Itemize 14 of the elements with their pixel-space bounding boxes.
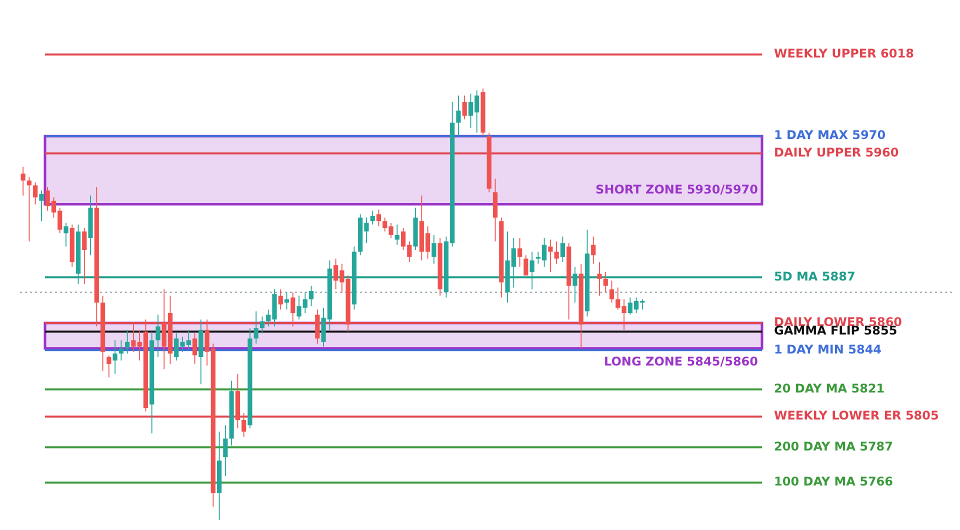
ref-line-label: 20 DAY MA 5821 bbox=[774, 382, 885, 396]
ref-line-label: WEEKLY LOWER ER 5805 bbox=[774, 408, 939, 423]
band-label: SHORT ZONE 5930/5970 bbox=[596, 182, 758, 196]
band-label: LONG ZONE 5845/5860 bbox=[604, 354, 758, 369]
candlestick bbox=[597, 262, 602, 296]
ref-line-label: WEEKLY UPPER 6018 bbox=[774, 46, 914, 61]
ref-line-label: 5D MA 5887 bbox=[774, 269, 856, 284]
ref-line-label: 100 DAY MA 5766 bbox=[774, 474, 893, 489]
candlestick bbox=[548, 240, 553, 272]
ref-line-label: DAILY UPPER 5960 bbox=[774, 145, 899, 160]
ref-line-label: 200 DAY MA 5787 bbox=[774, 439, 893, 454]
ref-line-label: 1 DAY MAX 5970 bbox=[774, 128, 886, 142]
ref-line-label: 1 DAY MIN 5844 bbox=[774, 342, 882, 356]
candlestick bbox=[26, 177, 32, 242]
